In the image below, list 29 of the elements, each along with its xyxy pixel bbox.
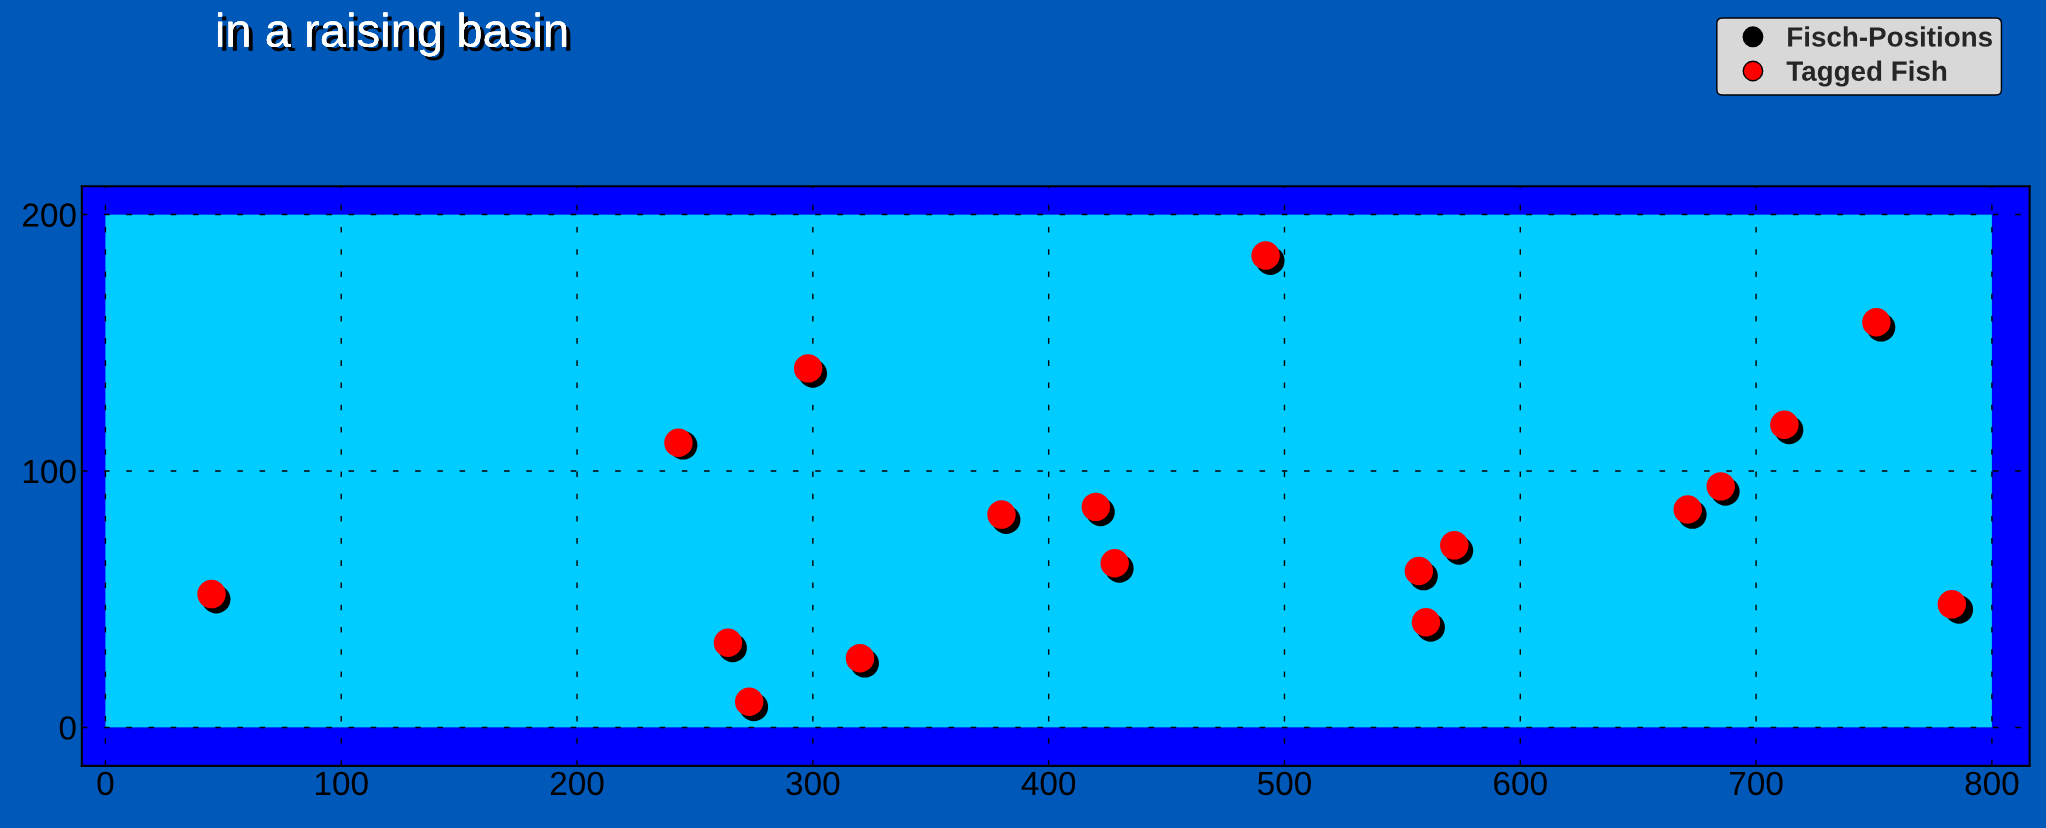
point <box>197 579 226 609</box>
x-tick-label: 100 <box>315 771 368 796</box>
point <box>1862 307 1891 337</box>
x-tick-label: 0 <box>97 771 114 796</box>
x-tick-label: 600 <box>1494 771 1547 796</box>
point <box>1440 531 1469 560</box>
point <box>664 428 693 457</box>
point <box>793 354 823 383</box>
x-tick-label: 800 <box>1965 771 2019 796</box>
x-tick-label: 700 <box>1730 771 1783 796</box>
x-tick-label: 500 <box>1258 771 1311 796</box>
legend-label: Tagged Fish <box>1786 60 1947 87</box>
point <box>1937 590 1967 619</box>
point <box>1770 410 1799 440</box>
x-tick-label: 200 <box>550 771 604 796</box>
legend-label: Fisch-Positions <box>1788 26 1992 47</box>
chart-title: in a raising basin <box>217 12 571 61</box>
point <box>845 643 875 673</box>
y-tick-label: 0 <box>59 716 76 740</box>
y-tick-label: 100 <box>23 459 76 484</box>
y-tick-label: 200 <box>23 203 76 227</box>
point <box>1673 495 1702 524</box>
point <box>1100 549 1129 578</box>
point <box>1411 608 1441 637</box>
x-tick-label: 400 <box>1021 771 1076 796</box>
point <box>1251 241 1280 270</box>
point <box>1706 472 1735 501</box>
x-tick-label: 300 <box>786 771 840 796</box>
point <box>987 500 1016 529</box>
